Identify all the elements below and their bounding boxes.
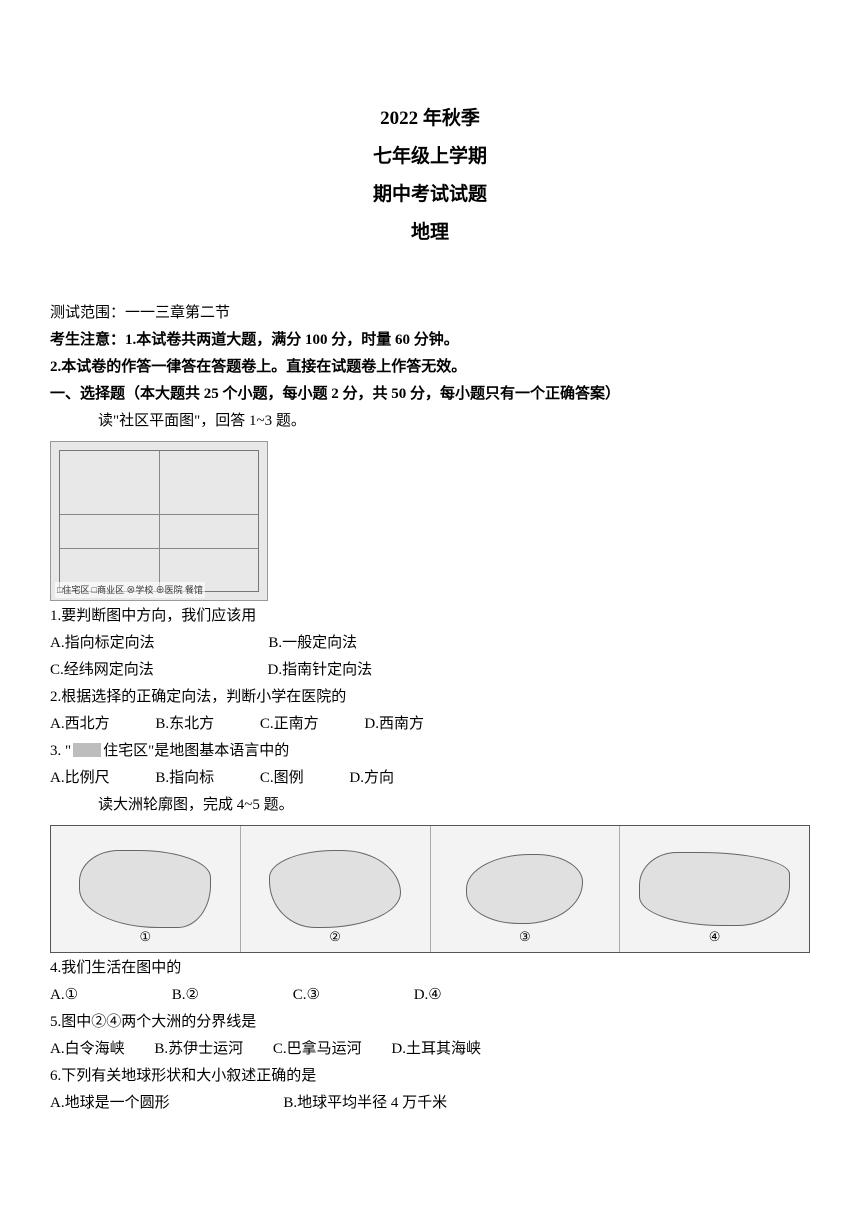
- q4-opt-a: A.①: [50, 982, 78, 1009]
- q4-options: A.① B.② C.③ D.④: [50, 982, 810, 1009]
- continent-shape-1: [79, 850, 211, 928]
- q1-options-row1: A.指向标定向法 B.一般定向法: [50, 630, 810, 657]
- continent-num-4: ④: [709, 925, 721, 948]
- q2-options: A.西北方 B.东北方 C.正南方 D.西南方: [50, 711, 810, 738]
- q6-options-row1: A.地球是一个圆形 B.地球平均半径 4 万千米: [50, 1090, 810, 1117]
- q4-opt-d: D.④: [414, 982, 442, 1009]
- q3-prefix: 3. ": [50, 743, 71, 759]
- q6-opt-b: B.地球平均半径 4 万千米: [283, 1090, 447, 1117]
- community-map-figure: □住宅区 □商业区 ⊗学校 ⊕医院 餐馆: [50, 441, 810, 601]
- continent-4: ④: [619, 826, 809, 952]
- q5-opt-a: A.白令海峡: [50, 1036, 125, 1063]
- title-year: 2022 年秋季: [50, 100, 810, 138]
- continent-num-2: ②: [329, 925, 341, 948]
- section-1-heading: 一、选择题（本大题共 25 个小题，每小题 2 分，共 50 分，每小题只有一个…: [50, 381, 810, 408]
- q4-opt-b: B.②: [172, 982, 199, 1009]
- intro-q4-5: 读大洲轮廓图，完成 4~5 题。: [50, 792, 810, 819]
- continent-1: ①: [51, 826, 240, 952]
- map-legend-text: □住宅区 □商业区 ⊗学校 ⊕医院 餐馆: [55, 582, 205, 598]
- q3-opt-b: B.指向标: [155, 765, 214, 792]
- q2-opt-a: A.西北方: [50, 711, 110, 738]
- q1-opt-c: C.经纬网定向法: [50, 657, 154, 684]
- title-exam: 期中考试试题: [50, 176, 810, 214]
- q3-text: 3. " 住宅区"是地图基本语言中的: [50, 738, 810, 765]
- q1-opt-a: A.指向标定向法: [50, 630, 155, 657]
- title-grade: 七年级上学期: [50, 138, 810, 176]
- continent-shape-3: [466, 854, 583, 923]
- q4-text: 4.我们生活在图中的: [50, 955, 810, 982]
- continent-shape-4: [639, 852, 790, 925]
- q2-opt-c: C.正南方: [260, 711, 319, 738]
- intro-q1-3: 读"社区平面图"，回答 1~3 题。: [50, 408, 810, 435]
- continent-shape-2: [269, 850, 401, 928]
- continent-num-1: ①: [140, 925, 152, 948]
- q1-opt-d: D.指南针定向法: [268, 657, 373, 684]
- notice-1: 考生注意：1.本试卷共两道大题，满分 100 分，时量 60 分钟。: [50, 327, 810, 354]
- q5-text: 5.图中②④两个大洲的分界线是: [50, 1009, 810, 1036]
- notice-2: 2.本试卷的作答一律答在答题卷上。直接在试题卷上作答无效。: [50, 354, 810, 381]
- q2-opt-d: D.西南方: [364, 711, 424, 738]
- continent-2: ②: [240, 826, 430, 952]
- title-subject: 地理: [50, 214, 810, 252]
- q3-options: A.比例尺 B.指向标 C.图例 D.方向: [50, 765, 810, 792]
- q3-opt-a: A.比例尺: [50, 765, 110, 792]
- q4-opt-c: C.③: [293, 982, 320, 1009]
- q1-options-row2: C.经纬网定向法 D.指南针定向法: [50, 657, 810, 684]
- q5-opt-d: D.土耳其海峡: [391, 1036, 481, 1063]
- q1-text: 1.要判断图中方向，我们应该用: [50, 603, 810, 630]
- q2-opt-b: B.东北方: [155, 711, 214, 738]
- continent-num-3: ③: [519, 925, 531, 948]
- q3-opt-c: C.图例: [260, 765, 304, 792]
- q1-opt-b: B.一般定向法: [268, 630, 357, 657]
- q2-text: 2.根据选择的正确定向法，判断小学在医院的: [50, 684, 810, 711]
- continent-outline-figure: ① ② ③ ④: [50, 825, 810, 953]
- q3-suffix: 住宅区"是地图基本语言中的: [103, 743, 289, 759]
- q5-options: A.白令海峡 B.苏伊士运河 C.巴拿马运河 D.土耳其海峡: [50, 1036, 810, 1063]
- residential-legend-icon: [73, 743, 101, 757]
- q3-opt-d: D.方向: [349, 765, 394, 792]
- q5-opt-c: C.巴拿马运河: [273, 1036, 362, 1063]
- q6-text: 6.下列有关地球形状和大小叙述正确的是: [50, 1063, 810, 1090]
- q5-opt-b: B.苏伊士运河: [154, 1036, 243, 1063]
- test-scope: 测试范围：一一三章第二节: [50, 300, 810, 327]
- q6-opt-a: A.地球是一个圆形: [50, 1090, 170, 1117]
- continent-3: ③: [430, 826, 620, 952]
